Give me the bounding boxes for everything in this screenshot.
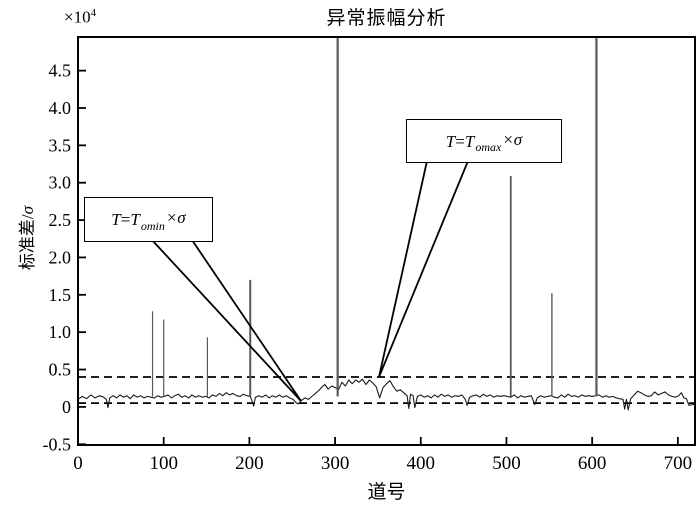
x-tick-label: 600 bbox=[578, 453, 607, 474]
callout-leader-line bbox=[191, 239, 302, 402]
x-tick-label: 300 bbox=[321, 453, 350, 474]
callout-tomax-t2: T bbox=[464, 131, 475, 151]
callout-tomax-tail: ×σ bbox=[502, 129, 523, 149]
callout-tomin-tail: ×σ bbox=[165, 208, 186, 227]
y-tick-label: 2.0 bbox=[49, 247, 72, 267]
y-axis-scale-label: ×104 bbox=[64, 7, 96, 28]
callout-tomax-eq: = bbox=[455, 131, 465, 151]
y-tick-label: 4.5 bbox=[49, 61, 72, 81]
callout-tomin-eq: = bbox=[120, 210, 131, 229]
callout-tomin-t1: T bbox=[111, 210, 121, 229]
x-axis-title: 道号 bbox=[367, 482, 406, 503]
x-tick-label: 500 bbox=[492, 453, 521, 474]
callout-tomin-sub: omin bbox=[140, 218, 165, 233]
chart-title: 异常振幅分析 bbox=[326, 8, 447, 29]
y-tick-label: 2.5 bbox=[49, 210, 72, 230]
callout-tomin-t2: T bbox=[130, 210, 140, 229]
x-tick-label: 700 bbox=[664, 453, 693, 474]
x-tick-label: 100 bbox=[149, 453, 178, 474]
callout-leader-line bbox=[378, 160, 428, 378]
amplitude-trace bbox=[77, 378, 696, 411]
scale-exponent: 4 bbox=[90, 7, 97, 19]
x-tick-label: 0 bbox=[73, 453, 83, 474]
axis-box bbox=[77, 36, 696, 446]
scale-mult: ×10 bbox=[64, 7, 91, 27]
y-tick-label: 3.5 bbox=[49, 135, 72, 155]
sigma-symbol: σ bbox=[18, 205, 37, 215]
y-tick-label: 3.0 bbox=[49, 173, 72, 193]
callout-tomax-t1: T bbox=[445, 131, 456, 151]
x-tick-label: 400 bbox=[407, 453, 436, 474]
y-tick-label: 1.0 bbox=[49, 322, 72, 342]
y-tick-label: -0.5 bbox=[43, 434, 72, 454]
y-tick-label: 4.0 bbox=[49, 98, 72, 118]
y-tick-label: 0.5 bbox=[49, 360, 72, 380]
callout-leader-line bbox=[378, 160, 469, 378]
callout-tomax-sub: omax bbox=[475, 140, 502, 154]
y-axis-title: 标准差/σ bbox=[13, 166, 37, 310]
callout-leader-line bbox=[151, 239, 302, 402]
y-axis-title-text: 标准差/ bbox=[18, 214, 37, 271]
y-tick-label: 1.5 bbox=[49, 285, 72, 305]
x-tick-label: 200 bbox=[235, 453, 264, 474]
y-tick-label: 0 bbox=[62, 397, 71, 417]
